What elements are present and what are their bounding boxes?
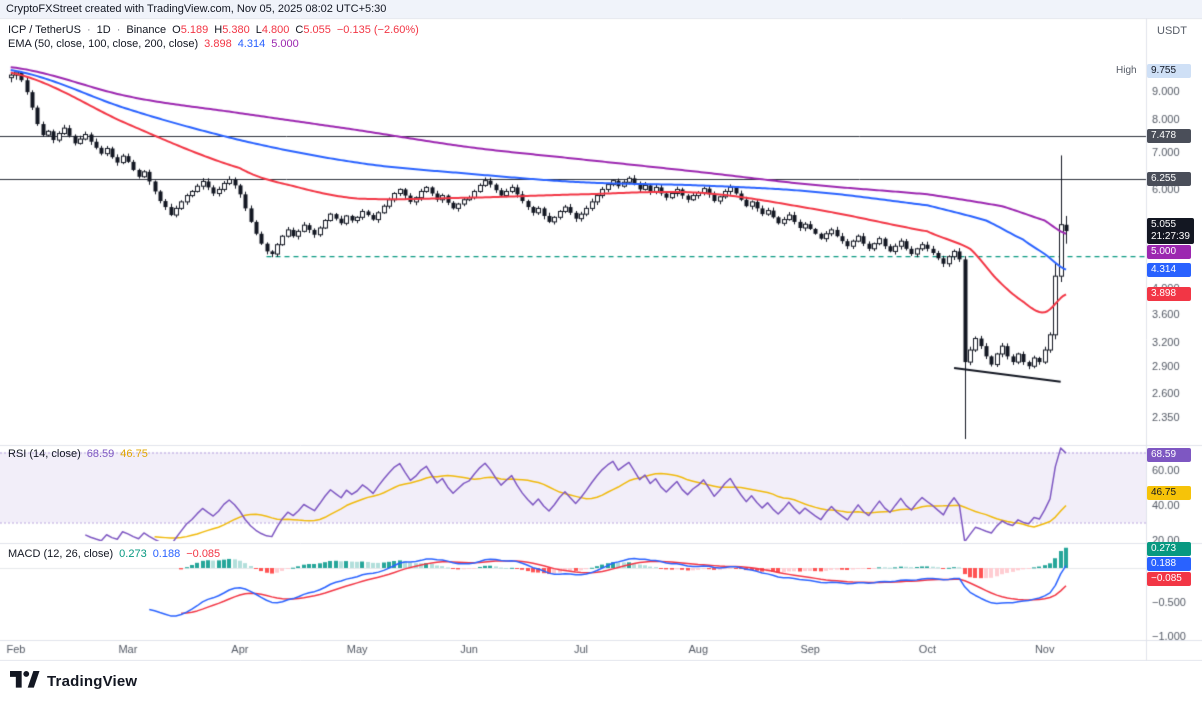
rsi-value-badge: 68.59 — [1147, 447, 1191, 462]
tradingview-brand[interactable]: TradingView — [47, 672, 138, 690]
ema100-value-badge: 4.314 — [1147, 262, 1191, 277]
macd-line-value: 0.188 — [152, 548, 181, 560]
high-label: High — [1116, 65, 1137, 77]
rsi-ma-value: 46.75 — [120, 448, 148, 460]
level-6255-badge: 6.255 — [1147, 172, 1191, 187]
symbol-title[interactable]: ICP / TetherUS — [8, 24, 81, 36]
bar-countdown: 21:27:39 — [1151, 231, 1190, 243]
macd-signal-value: −0.085 — [186, 548, 221, 560]
level-7478-badge: 7.478 — [1147, 128, 1191, 143]
ema50-value-badge: 3.898 — [1147, 287, 1191, 302]
exchange-label[interactable]: Binance — [126, 24, 167, 36]
macd-indicator-title[interactable]: MACD (12, 26, close) — [8, 548, 114, 560]
macd-legend[interactable]: MACD (12, 26, close) 0.273 0.188 −0.085 — [8, 548, 220, 560]
rsi-legend[interactable]: RSI (14, close) 68.59 46.75 — [8, 448, 148, 460]
attribution-text: CryptoFXStreet created with TradingView.… — [6, 3, 387, 15]
high-badge: High 9.755 — [1116, 64, 1191, 79]
ema200-value: 5.000 — [271, 38, 299, 50]
ema-legend[interactable]: EMA (50, close, 100, close, 200, close) … — [8, 38, 299, 50]
ema-indicator-title[interactable]: EMA (50, close, 100, close, 200, close) — [8, 38, 199, 50]
macd-signal-badge: −0.085 — [1147, 572, 1191, 587]
timeframe-label[interactable]: 1D — [96, 24, 111, 36]
symbol-legend[interactable]: ICP / TetherUS · 1D · Binance O 5.189 H 5.… — [8, 24, 419, 36]
ema50-value: 3.898 — [204, 38, 232, 50]
ema200-value-badge: 5.000 — [1147, 245, 1191, 260]
high-value: H 5.380 — [214, 24, 250, 36]
macd-hist-value: 0.273 — [119, 548, 147, 560]
open-value: O 5.189 — [172, 24, 209, 36]
axis-currency-label: USDT — [1157, 25, 1187, 37]
separator: · — [116, 24, 121, 36]
rsi-ma-value-badge: 46.75 — [1147, 486, 1191, 501]
tradingview-logo-icon[interactable] — [10, 669, 40, 693]
macd-line-badge: 0.188 — [1147, 557, 1191, 572]
footer: TradingView — [0, 661, 1202, 701]
change-value: −0.135 (−2.60%) — [336, 24, 419, 36]
attribution-bar: CryptoFXStreet created with TradingView.… — [0, 0, 1202, 18]
separator: · — [86, 24, 91, 36]
time-axis[interactable] — [0, 641, 1202, 661]
rsi-indicator-title[interactable]: RSI (14, close) — [8, 448, 81, 460]
ema100-value: 4.314 — [237, 38, 266, 50]
rsi-current-value: 68.59 — [86, 448, 115, 460]
close-value: C 5.055 — [295, 24, 331, 36]
last-price-badge: 5.055 21:27:39 — [1147, 218, 1194, 245]
macd-histogram-badge: 0.273 — [1147, 542, 1191, 557]
low-value: L 4.800 — [255, 24, 290, 36]
